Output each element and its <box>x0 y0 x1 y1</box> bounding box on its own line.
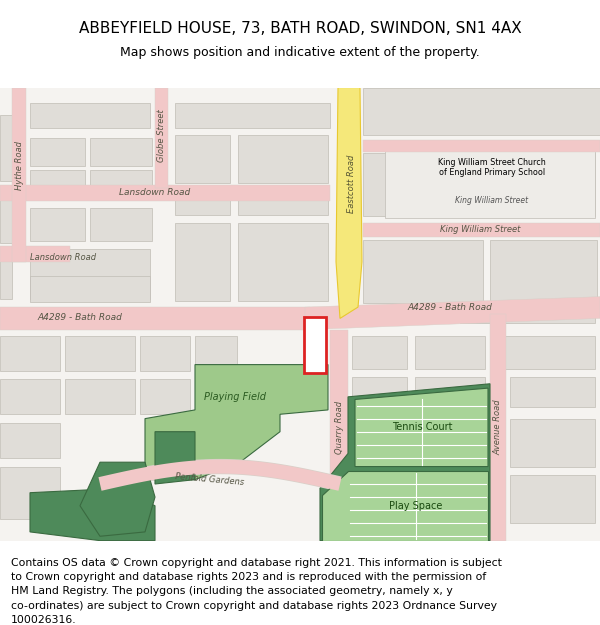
Bar <box>415 377 485 408</box>
Bar <box>65 379 135 414</box>
Bar <box>90 138 152 166</box>
Bar <box>460 307 595 322</box>
Bar <box>363 240 483 302</box>
Bar <box>30 249 150 299</box>
Polygon shape <box>305 297 600 330</box>
Bar <box>65 336 135 371</box>
Bar <box>140 336 190 371</box>
Polygon shape <box>355 388 488 466</box>
Bar <box>238 136 328 183</box>
Text: Play Space: Play Space <box>389 501 443 511</box>
Bar <box>510 419 595 466</box>
Bar <box>0 379 60 414</box>
Bar <box>0 423 60 458</box>
Text: Contains OS data © Crown copyright and database right 2021. This information is : Contains OS data © Crown copyright and d… <box>11 558 502 568</box>
Bar <box>12 88 26 262</box>
Bar <box>510 377 595 408</box>
Polygon shape <box>0 307 310 330</box>
Text: Lansdown Road: Lansdown Road <box>30 253 96 262</box>
Polygon shape <box>30 488 155 541</box>
Bar <box>238 191 328 215</box>
Text: King William Street Church
of England Primary School: King William Street Church of England Pr… <box>438 158 546 177</box>
Bar <box>175 222 230 301</box>
Bar <box>0 246 70 262</box>
Text: ABBEYFIELD HOUSE, 73, BATH ROAD, SWINDON, SN1 4AX: ABBEYFIELD HOUSE, 73, BATH ROAD, SWINDON… <box>79 21 521 36</box>
Text: 100026316.: 100026316. <box>11 615 76 625</box>
Bar <box>0 191 12 242</box>
Bar <box>352 336 407 369</box>
Bar <box>415 336 485 369</box>
Bar <box>0 466 60 519</box>
Text: to Crown copyright and database rights 2023 and is reproduced with the permissio: to Crown copyright and database rights 2… <box>11 572 486 582</box>
Bar <box>30 103 150 127</box>
Bar <box>0 251 12 299</box>
Polygon shape <box>80 462 155 536</box>
Text: co-ordinates) are subject to Crown copyright and database rights 2023 Ordnance S: co-ordinates) are subject to Crown copyr… <box>11 601 497 611</box>
Text: Map shows position and indicative extent of the property.: Map shows position and indicative extent… <box>120 46 480 59</box>
Text: Tennis Court: Tennis Court <box>392 422 452 432</box>
Bar <box>330 330 348 541</box>
Bar <box>385 144 595 218</box>
Text: Hythe Road: Hythe Road <box>16 141 25 191</box>
Text: Globe Street: Globe Street <box>157 109 167 162</box>
Bar <box>30 276 150 302</box>
Polygon shape <box>155 432 195 484</box>
Text: Eastcott Road: Eastcott Road <box>347 154 356 212</box>
Polygon shape <box>320 384 490 541</box>
Bar <box>175 191 230 215</box>
Text: Lansdown Road: Lansdown Road <box>119 188 191 197</box>
Bar <box>238 222 328 301</box>
Text: King William Street: King William Street <box>455 196 529 205</box>
Text: Penfold Gardens: Penfold Gardens <box>175 472 245 487</box>
Text: HM Land Registry. The polygons (including the associated geometry, namely x, y: HM Land Registry. The polygons (includin… <box>11 586 452 596</box>
Text: Avenue Road: Avenue Road <box>493 399 503 455</box>
Bar <box>175 136 230 183</box>
Bar <box>363 222 600 236</box>
Text: Quarry Road: Quarry Road <box>335 401 343 454</box>
Bar <box>363 88 600 136</box>
Bar <box>0 116 12 181</box>
Bar <box>510 475 595 523</box>
Polygon shape <box>145 364 328 479</box>
Bar <box>363 307 453 322</box>
Bar <box>490 314 506 541</box>
Bar <box>490 240 597 302</box>
Bar <box>363 140 600 152</box>
Bar <box>155 88 168 188</box>
Text: A4289 - Bath Road: A4289 - Bath Road <box>38 313 122 322</box>
Bar <box>30 208 85 241</box>
Bar <box>90 170 152 186</box>
Text: Playing Field: Playing Field <box>204 392 266 402</box>
Bar <box>30 170 85 186</box>
Bar <box>490 336 595 369</box>
Bar <box>195 336 237 371</box>
Bar <box>363 153 493 216</box>
Bar <box>30 138 85 166</box>
Polygon shape <box>322 471 488 541</box>
Bar <box>0 336 60 371</box>
Bar <box>0 185 330 201</box>
Bar <box>500 153 595 216</box>
Bar <box>90 208 152 241</box>
Bar <box>304 317 326 373</box>
Bar <box>140 379 190 414</box>
Text: A4289 - Bath Road: A4289 - Bath Road <box>407 302 493 312</box>
Bar <box>175 103 330 127</box>
Bar <box>352 377 407 408</box>
Text: King William Street: King William Street <box>440 225 520 234</box>
Polygon shape <box>336 88 362 318</box>
